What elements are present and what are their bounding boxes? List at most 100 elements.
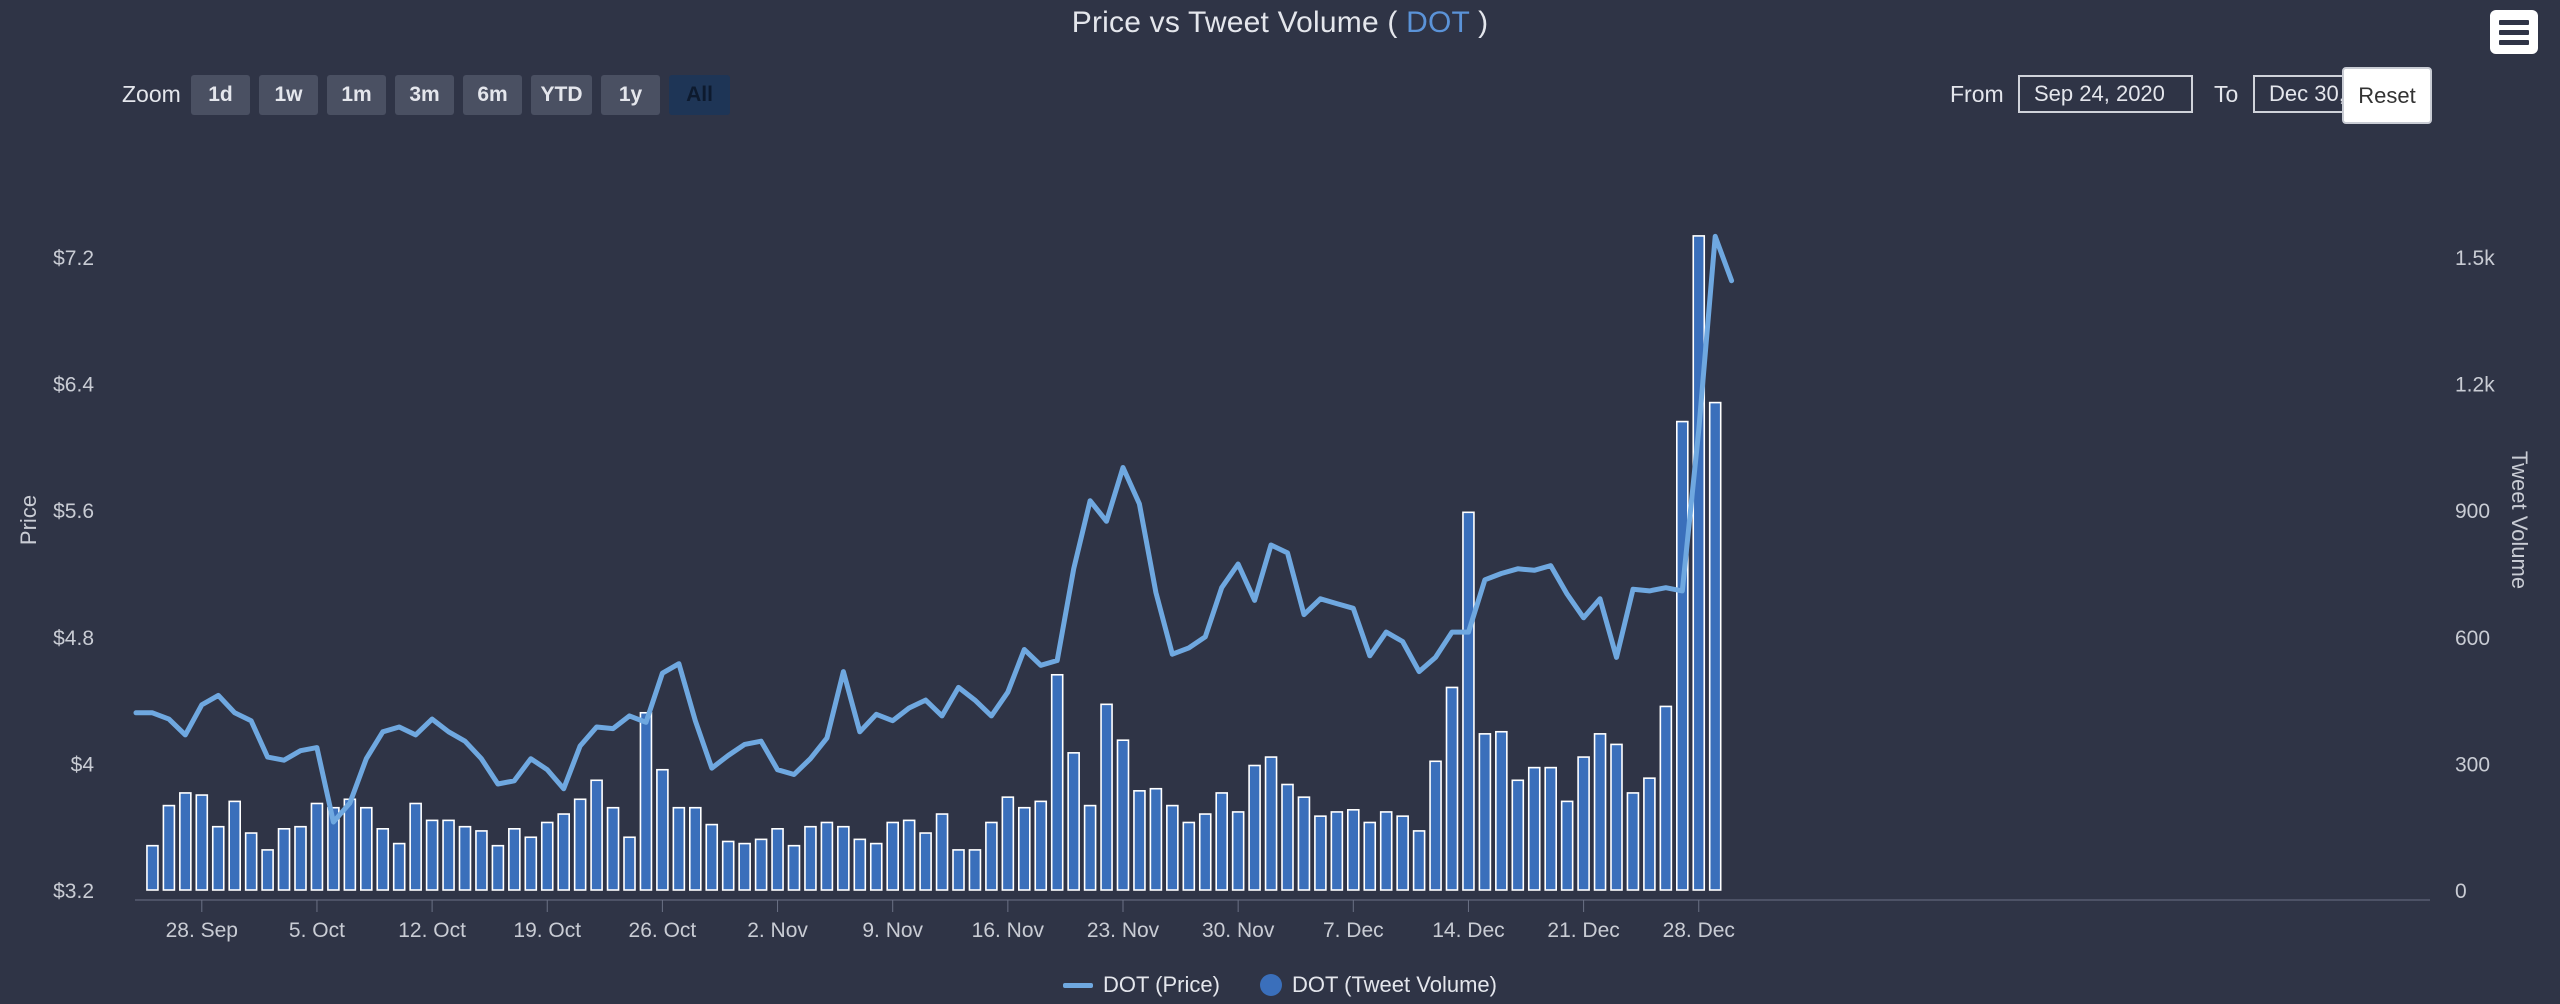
volume-bar[interactable] [985,821,998,891]
volume-bar[interactable] [425,819,439,891]
volume-bar[interactable] [458,825,472,891]
volume-bar[interactable] [1527,766,1541,891]
volume-bar[interactable] [721,840,735,891]
volume-bar[interactable] [491,844,505,891]
volume-bar[interactable] [1149,787,1163,891]
volume-bar[interactable] [1083,804,1097,891]
volume-bar[interactable] [1692,235,1706,891]
volume-bar[interactable] [590,779,603,891]
volume-bar[interactable] [656,768,669,891]
volume-bar[interactable] [705,823,719,891]
volume-bar[interactable] [1001,796,1015,891]
volume-bar[interactable] [1182,821,1196,891]
volume-bar[interactable] [820,821,834,891]
volume-bar[interactable] [508,828,521,891]
volume-bar[interactable] [1067,752,1080,891]
volume-bar[interactable] [392,842,406,891]
volume-bar[interactable] [540,821,554,891]
volume-bar[interactable] [1264,756,1278,891]
volume-bar[interactable] [754,838,768,891]
volume-bar[interactable] [1281,783,1294,891]
volume-bar[interactable] [1248,764,1261,891]
volume-bar[interactable] [228,800,241,891]
volume-bar[interactable] [1577,756,1590,891]
zoom-1w-button[interactable]: 1w [259,75,318,115]
hamburger-menu-icon[interactable] [2490,10,2538,54]
volume-bar[interactable] [557,813,571,891]
volume-bar[interactable] [1560,800,1574,891]
to-date-input[interactable]: Dec 30, 2020 [2253,75,2353,113]
volume-bar[interactable] [1133,790,1146,891]
volume-bar[interactable] [1445,686,1459,891]
volume-bar[interactable] [146,844,159,891]
volume-bar[interactable] [771,828,784,891]
volume-bar[interactable] [1215,792,1228,891]
zoom-1m-button[interactable]: 1m [327,75,386,115]
volume-bar[interactable] [179,792,192,891]
volume-bar[interactable] [1330,811,1344,891]
volume-bar[interactable] [688,806,702,891]
volume-bar[interactable] [853,838,867,891]
volume-bar[interactable] [1610,743,1623,891]
volume-bar[interactable] [1231,811,1245,891]
volume-bar[interactable] [573,798,587,891]
volume-bar[interactable] [1198,813,1212,891]
volume-bar[interactable] [1363,821,1377,891]
volume-bar[interactable] [327,806,340,891]
volume-bar[interactable] [1544,766,1557,891]
volume-bar[interactable] [639,711,653,891]
volume-bar[interactable] [1462,511,1475,891]
volume-bar[interactable] [261,849,274,891]
volume-bar[interactable] [1593,733,1607,891]
volume-bar[interactable] [1659,705,1673,891]
zoom-6m-button[interactable]: 6m [463,75,522,115]
volume-bar[interactable] [952,849,965,891]
volume-bar[interactable] [1347,809,1360,891]
volume-bar[interactable] [376,828,390,891]
volume-bar[interactable] [294,825,307,891]
volume-bar[interactable] [359,806,373,891]
zoom-1y-button[interactable]: 1y [601,75,660,115]
legend-price[interactable]: DOT (Price) [1063,972,1220,998]
volume-bar[interactable] [195,794,209,891]
volume-bar[interactable] [1017,806,1031,891]
volume-bar[interactable] [672,806,686,891]
volume-bar[interactable] [1116,739,1130,891]
volume-bar[interactable] [935,813,949,891]
volume-bar[interactable] [162,804,176,891]
volume-bar[interactable] [1100,703,1113,891]
volume-bar[interactable] [524,836,538,891]
volume-bar[interactable] [1412,830,1426,891]
title-coin[interactable]: DOT [1406,6,1470,39]
volume-bar[interactable] [886,821,900,891]
volume-bar[interactable] [475,830,488,891]
volume-bar[interactable] [409,802,422,891]
volume-bar[interactable] [442,819,455,891]
volume-bar[interactable] [1511,779,1525,891]
volume-bar[interactable] [869,842,883,891]
volume-bar[interactable] [1166,804,1179,891]
volume-bar[interactable] [968,849,982,891]
volume-bar[interactable] [310,802,324,891]
volume-bar[interactable] [787,844,801,891]
zoom-all-button[interactable]: All [669,75,730,115]
volume-bar[interactable] [1676,420,1689,891]
volume-bar[interactable] [1379,811,1393,891]
volume-bar[interactable] [1626,792,1640,891]
zoom-1d-button[interactable]: 1d [191,75,250,115]
volume-bar[interactable] [606,806,620,891]
legend-volume[interactable]: DOT (Tweet Volume) [1259,972,1497,998]
volume-bar[interactable] [1314,815,1327,891]
zoom-ytd-button[interactable]: YTD [531,75,592,115]
zoom-3m-button[interactable]: 3m [395,75,454,115]
volume-bar[interactable] [1708,401,1722,891]
from-date-input[interactable]: Sep 24, 2020 [2018,75,2193,113]
volume-bar[interactable] [1050,673,1064,891]
volume-bar[interactable] [623,836,636,891]
volume-bar[interactable] [1396,815,1409,891]
volume-bar[interactable] [1478,733,1492,891]
volume-bar[interactable] [738,842,751,891]
volume-bar[interactable] [1034,800,1048,891]
volume-bar[interactable] [1643,777,1656,891]
volume-bar[interactable] [837,825,850,891]
